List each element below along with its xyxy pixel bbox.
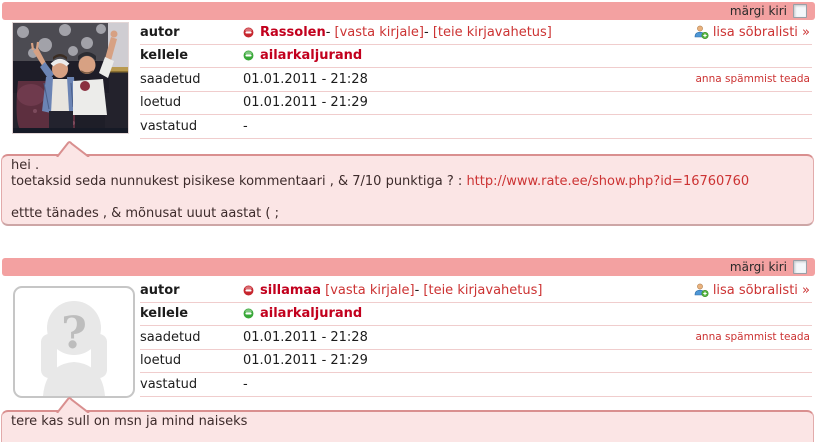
autor-row: autor sillamaa [vasta kirjale] - [teie ki…: [140, 279, 812, 303]
recipient-name-link[interactable]: ailarkaljurand: [260, 48, 363, 64]
green-status-icon: [243, 50, 254, 61]
reply-link[interactable]: [vasta kirjale]: [325, 282, 415, 298]
vastatud-label: vastatud: [140, 118, 198, 134]
add-friend-icon: [694, 283, 709, 298]
add-friend-link[interactable]: lisa sõbralisti »: [693, 21, 810, 44]
autor-label: autor: [140, 282, 180, 298]
avatar-photo-illustration: [13, 23, 128, 133]
recipient-name-link[interactable]: ailarkaljurand: [260, 306, 363, 322]
author-name-link[interactable]: sillamaa: [260, 282, 321, 298]
reply-link[interactable]: [vasta kirjale]: [334, 24, 424, 40]
sent-value: 01.01.2011 - 21:28: [243, 71, 368, 87]
link-separator: -: [414, 282, 424, 298]
body-line: tere kas sull on msn ja mind naiseks: [11, 414, 248, 429]
message-header-bar: märgi kiri: [2, 2, 815, 20]
saadetud-label: saadetud: [140, 329, 201, 345]
vastatud-row: vastatud -: [140, 115, 812, 139]
kellele-label: kellele: [140, 48, 189, 64]
message-header-bar: märgi kiri: [2, 258, 815, 276]
mark-letter-checkbox[interactable]: [793, 4, 807, 18]
vastatud-row: vastatud -: [140, 373, 812, 397]
conversation-link[interactable]: [teie kirjavahetus]: [432, 24, 552, 40]
read-value: 01.01.2011 - 21:29: [243, 95, 368, 111]
message-info-table: autor sillamaa [vasta kirjale] - [teie ki…: [140, 279, 812, 397]
loetud-row: loetud 01.01.2011 - 21:29: [140, 350, 812, 373]
mark-letter-label: märgi kiri: [729, 260, 787, 274]
add-friend-link[interactable]: lisa sõbralisti »: [693, 279, 810, 302]
kellele-row: kellele ailarkaljurand: [140, 45, 812, 68]
loetud-label: loetud: [140, 95, 182, 111]
red-status-icon: [243, 27, 254, 38]
saadetud-row: saadetud 01.01.2011 - 21:28 anna spämmis…: [140, 326, 812, 350]
sender-avatar-placeholder[interactable]: ?: [13, 286, 135, 398]
mark-letter-label: märgi kiri: [729, 4, 787, 18]
sent-value: 01.01.2011 - 21:28: [243, 329, 368, 345]
report-spam-link[interactable]: anna spämmist teada: [695, 331, 811, 344]
avatar-question-mark: ?: [61, 308, 87, 359]
female-silhouette-icon: [13, 286, 135, 398]
bubble-tail: [56, 141, 90, 157]
author-separator: -: [325, 24, 335, 40]
answered-value: -: [243, 118, 248, 134]
bubble-tail: [56, 397, 90, 413]
message-info-table: autor Rassolen - [vasta kirjale] - [teie k…: [140, 21, 812, 139]
body-line: toetaksid seda nunnukest pisikese kommen…: [11, 174, 804, 190]
saadetud-row: saadetud 01.01.2011 - 21:28 anna spämmis…: [140, 68, 812, 92]
body-line: hei .: [11, 158, 40, 173]
body-text: toetaksid seda nunnukest pisikese kommen…: [11, 174, 467, 189]
kellele-label: kellele: [140, 306, 189, 322]
message-body: tere kas sull on msn ja mind naiseks: [1, 410, 814, 442]
report-spam-link[interactable]: anna spämmist teada: [695, 73, 811, 86]
add-friend-label[interactable]: lisa sõbralisti »: [712, 24, 810, 40]
loetud-row: loetud 01.01.2011 - 21:29: [140, 92, 812, 115]
add-friend-icon: [694, 25, 709, 40]
sender-avatar-photo[interactable]: [12, 22, 129, 134]
add-friend-label[interactable]: lisa sõbralisti »: [712, 282, 810, 298]
author-name-link[interactable]: Rassolen: [260, 24, 326, 40]
vastatud-label: vastatud: [140, 376, 198, 392]
body-blank-line: [11, 190, 804, 206]
loetud-label: loetud: [140, 353, 182, 369]
message-body: hei . toetaksid seda nunnukest pisikese …: [1, 154, 814, 226]
message-url-link[interactable]: http://www.rate.ee/show.php?id=16760760: [466, 174, 750, 189]
link-separator: -: [424, 24, 433, 40]
body-line: ettte tänades , & mõnusat uuut aastat ( …: [11, 206, 279, 221]
autor-row: autor Rassolen - [vasta kirjale] - [teie k…: [140, 21, 812, 45]
conversation-link[interactable]: [teie kirjavahetus]: [423, 282, 543, 298]
red-status-icon: [243, 285, 254, 296]
read-value: 01.01.2011 - 21:29: [243, 353, 368, 369]
kellele-row: kellele ailarkaljurand: [140, 303, 812, 326]
autor-label: autor: [140, 24, 180, 40]
saadetud-label: saadetud: [140, 71, 201, 87]
green-status-icon: [243, 308, 254, 319]
mark-letter-checkbox[interactable]: [793, 260, 807, 274]
answered-value: -: [243, 376, 248, 392]
